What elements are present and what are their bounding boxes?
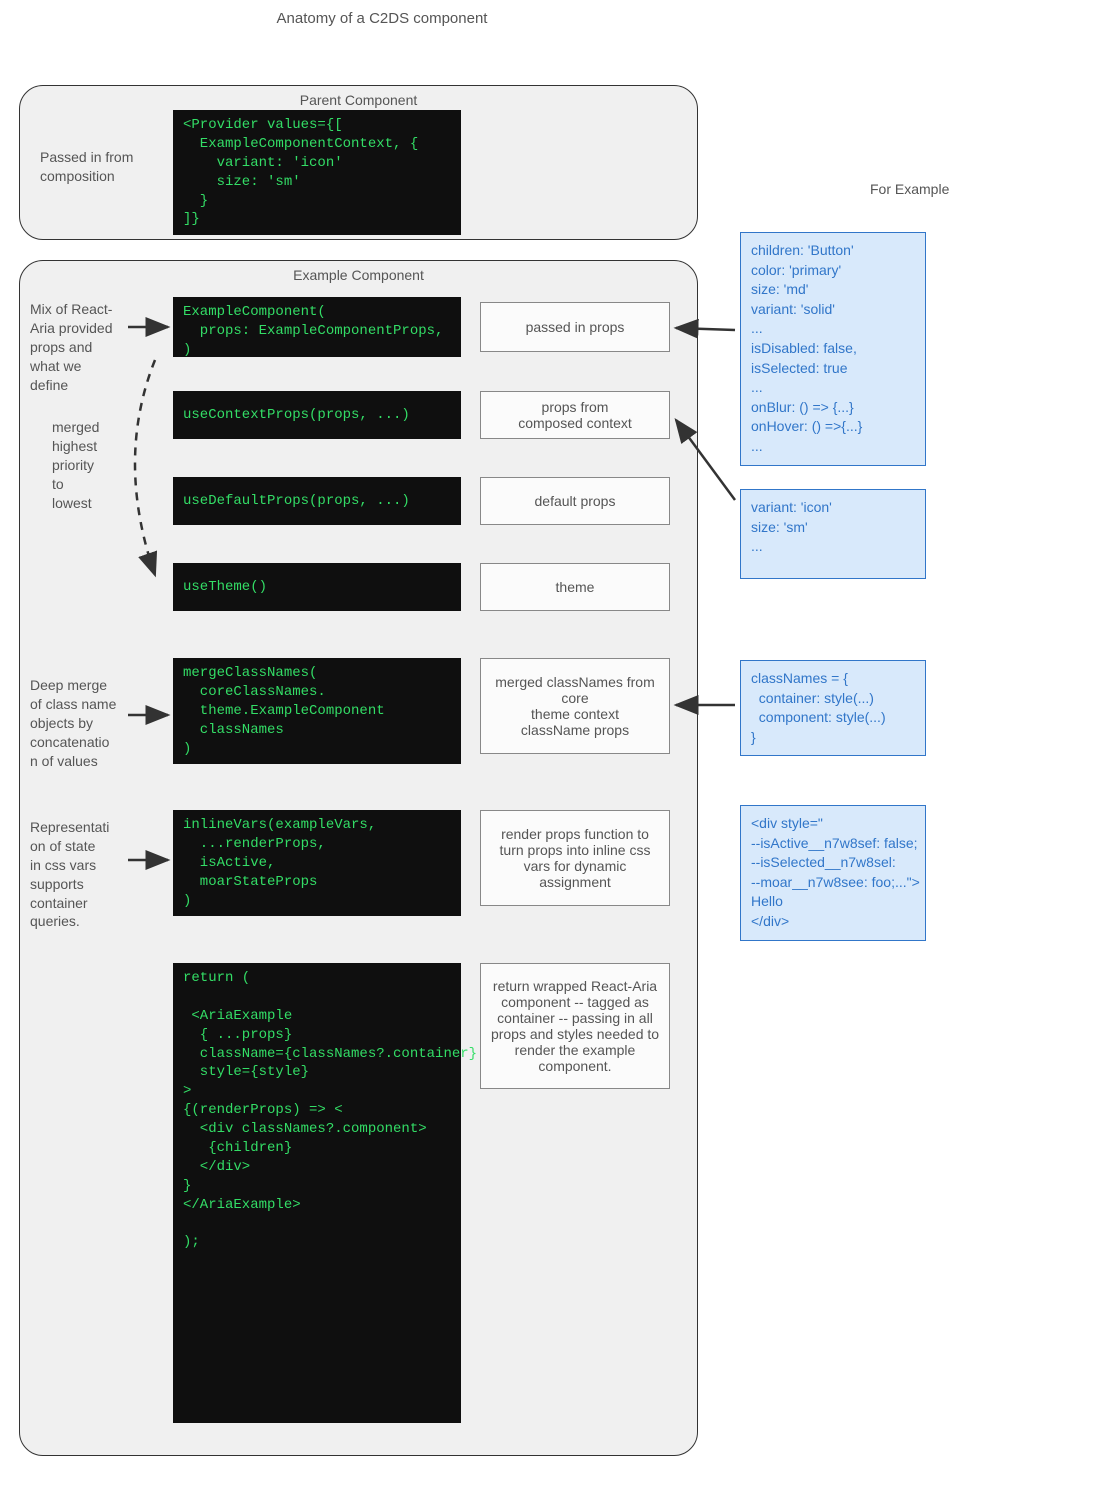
example-classnames: classNames = { container: style(...) com… bbox=[740, 660, 926, 756]
code-return-block: return ( <AriaExample { ...props} classN… bbox=[173, 963, 461, 1423]
desc-props-context: props from composed context bbox=[480, 391, 670, 439]
desc-theme: theme bbox=[480, 563, 670, 611]
for-example-label: For Example bbox=[870, 180, 949, 199]
example-inline-style: <div style=" --isActive__n7w8sef: false;… bbox=[740, 805, 926, 941]
note-deep-merge: Deep merge of class name objects by conc… bbox=[30, 676, 116, 770]
example-props: children: 'Button' color: 'primary' size… bbox=[740, 232, 926, 466]
note-mix-props: Mix of React- Aria provided props and wh… bbox=[30, 300, 113, 394]
desc-merged-classnames: merged classNames from core theme contex… bbox=[480, 658, 670, 754]
code-provider: <Provider values={[ ExampleComponentCont… bbox=[173, 110, 461, 235]
example-component-title: Example Component bbox=[20, 267, 697, 283]
code-component-sig: ExampleComponent( props: ExampleComponen… bbox=[173, 297, 461, 357]
note-merged-priority: merged highest priority to lowest bbox=[52, 418, 99, 512]
desc-return-wrapped: return wrapped React-Aria component -- t… bbox=[480, 963, 670, 1089]
note-composition: Passed in from composition bbox=[40, 148, 133, 186]
code-inline-vars: inlineVars(exampleVars, ...renderProps, … bbox=[173, 810, 461, 916]
note-state-vars: Representati on of state in css vars sup… bbox=[30, 818, 109, 931]
code-use-default-props: useDefaultProps(props, ...) bbox=[173, 477, 461, 525]
code-use-context-props: useContextProps(props, ...) bbox=[173, 391, 461, 439]
code-merge-classnames: mergeClassNames( coreClassNames. theme.E… bbox=[173, 658, 461, 764]
desc-passed-in-props: passed in props bbox=[480, 302, 670, 352]
parent-component-title: Parent Component bbox=[20, 92, 697, 108]
code-use-theme: useTheme() bbox=[173, 563, 461, 611]
diagram-title: Anatomy of a C2DS component bbox=[0, 10, 934, 27]
desc-render-props: render props function to turn props into… bbox=[480, 810, 670, 906]
desc-default-props: default props bbox=[480, 477, 670, 525]
example-context-props: variant: 'icon' size: 'sm' ... bbox=[740, 489, 926, 579]
